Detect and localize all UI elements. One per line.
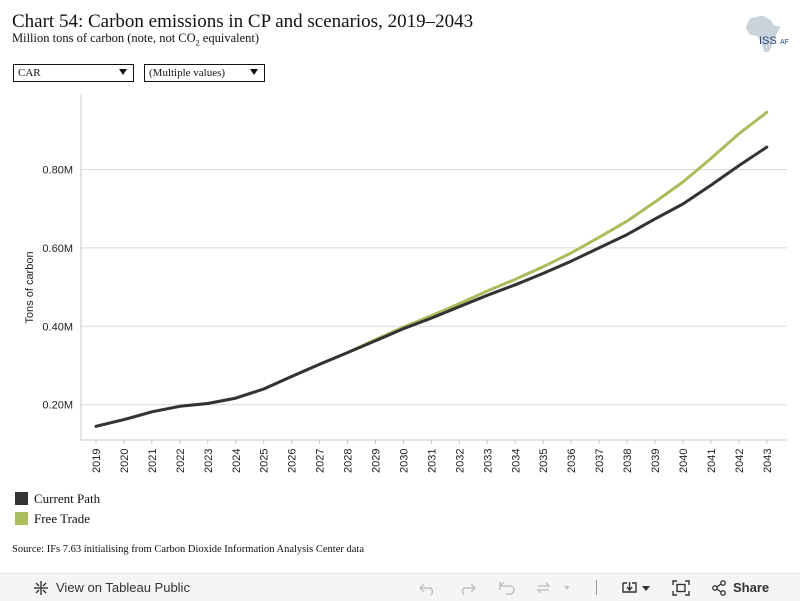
series-line-current-path: [94, 145, 769, 428]
share-icon: [711, 579, 727, 596]
undo-icon: [418, 580, 438, 596]
x-tick-label: 2024: [231, 449, 243, 473]
x-tick-label: 2039: [650, 449, 662, 473]
view-on-tableau-button[interactable]: View on Tableau Public: [33, 574, 190, 601]
x-tick-label: 2042: [734, 449, 746, 473]
x-tick-label: 2026: [287, 449, 299, 473]
y-axis-title: Tons of carbon: [24, 251, 36, 323]
legend-swatch-free-trade: [15, 512, 28, 525]
x-tick-label: 2019: [91, 449, 103, 473]
toolbar-divider: [596, 580, 597, 595]
subtitle-main: Million tons of carbon (note, not CO: [12, 31, 196, 45]
subtitle-tail: equivalent): [199, 31, 260, 45]
scenario-filter-dropdown[interactable]: (Multiple values): [144, 64, 265, 82]
chart-title: Chart 54: Carbon emissions in CP and sce…: [12, 11, 474, 32]
x-tick-label: 2036: [566, 449, 578, 473]
y-tick-label: 0.80M: [42, 164, 73, 176]
legend-swatch-current-path: [15, 492, 28, 505]
country-filter-dropdown[interactable]: CAR: [13, 64, 134, 82]
x-tick-label: 2028: [343, 449, 355, 473]
x-tick-label: 2041: [706, 449, 718, 473]
download-button[interactable]: [621, 574, 653, 601]
scenario-filter-value: (Multiple values): [149, 67, 226, 79]
share-button[interactable]: Share: [711, 574, 769, 601]
undo-button[interactable]: [418, 574, 438, 601]
y-tick-label: 0.60M: [42, 243, 73, 255]
logo-text-small: AF: [780, 39, 789, 46]
x-tick-label: 2027: [315, 449, 327, 473]
chart-subtitle: Million tons of carbon (note, not CO2 eq…: [12, 31, 259, 48]
refresh-icon: [535, 580, 569, 596]
x-tick-label: 2037: [594, 449, 606, 473]
x-tick-label: 2034: [510, 449, 522, 473]
view-on-tableau-label: View on Tableau Public: [56, 580, 190, 595]
x-tick-label: 2022: [175, 449, 187, 473]
x-tick-label: 2040: [678, 449, 690, 473]
x-tick-label: 2038: [622, 449, 634, 473]
x-tick-label: 2043: [762, 449, 774, 473]
refresh-button[interactable]: [535, 574, 569, 601]
fullscreen-icon: [672, 579, 690, 596]
x-tick-label: 2031: [426, 449, 438, 473]
source-note: Source: IFs 7.63 initialising from Carbo…: [12, 544, 364, 555]
legend-label-free-trade: Free Trade: [34, 511, 90, 526]
x-tick-label: 2025: [259, 449, 271, 473]
fullscreen-button[interactable]: [672, 574, 690, 601]
tableau-logo-icon: [33, 580, 49, 596]
tableau-toolbar: View on Tableau Public Share: [0, 573, 800, 601]
iss-africa-logo: ISS AF: [740, 14, 790, 54]
subtitle-subscript: 2: [195, 38, 200, 48]
y-tick-label: 0.20M: [42, 400, 73, 412]
x-tick-label: 2032: [454, 449, 466, 473]
chevron-down-icon: [119, 69, 127, 75]
line-chart: 0.20M 0.40M 0.60M 0.80M 2019 2020 2021 2022 2023…: [24, 95, 787, 473]
share-label: Share: [733, 580, 770, 595]
country-filter-value: CAR: [18, 67, 41, 79]
x-tick-label: 2023: [203, 449, 215, 473]
chevron-down-icon: [250, 69, 258, 75]
revert-icon: [497, 580, 517, 596]
x-tick-label: 2030: [398, 449, 410, 473]
x-tick-label: 2021: [147, 449, 159, 473]
y-tick-label: 0.40M: [42, 321, 73, 333]
logo-text: ISS: [759, 35, 777, 47]
download-icon: [621, 580, 653, 596]
x-tick-label: 2035: [538, 449, 550, 473]
legend-label-current-path: Current Path: [34, 491, 101, 506]
x-tick-label: 2020: [119, 449, 131, 473]
redo-icon: [457, 580, 477, 596]
series-line-free-trade: [94, 110, 769, 428]
x-tick-label: 2029: [371, 449, 383, 473]
revert-button[interactable]: [497, 574, 517, 601]
x-tick-label: 2033: [482, 449, 494, 473]
redo-button[interactable]: [457, 574, 477, 601]
